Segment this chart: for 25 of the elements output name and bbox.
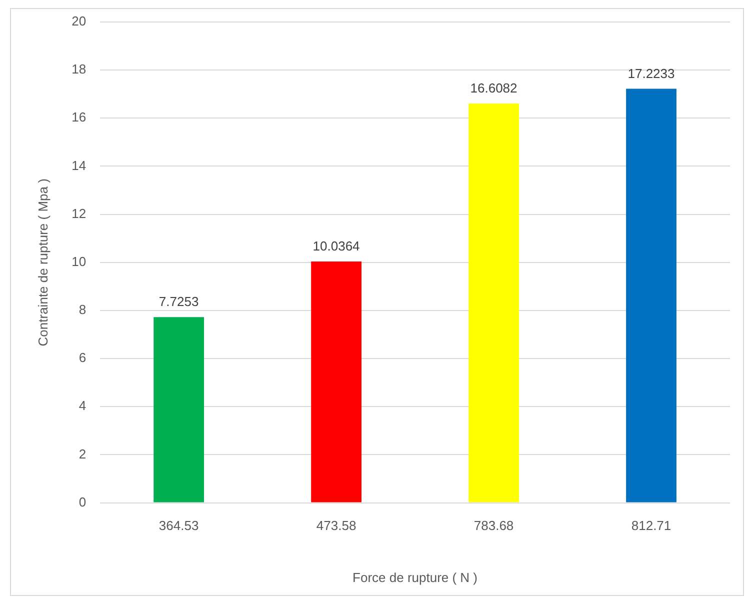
- x-tick-label: 812.71: [631, 518, 672, 534]
- bar: [154, 317, 204, 502]
- data-label: 17.2233: [628, 66, 675, 81]
- x-axis-title: Force de rupture ( N ): [352, 570, 478, 585]
- bar: [626, 88, 676, 502]
- y-tick-label: 8: [78, 302, 86, 318]
- x-tick-label: 473.58: [316, 518, 356, 534]
- y-tick-label: 12: [72, 206, 86, 221]
- y-tick-label: 2: [78, 446, 86, 462]
- x-tick-label: 364.53: [158, 518, 199, 534]
- y-tick-label: 4: [78, 398, 86, 414]
- data-label: 16.6082: [470, 80, 518, 96]
- data-label: 7.7253: [158, 294, 199, 310]
- y-tick-label: 14: [72, 158, 86, 173]
- bar: [311, 262, 362, 502]
- y-tick-label: 20: [72, 14, 86, 29]
- y-axis-title: Contrainte de rupture ( Mpa ): [35, 178, 50, 346]
- y-tick-label: 10: [72, 254, 86, 269]
- bar: [468, 104, 519, 502]
- y-tick-label: 0: [78, 494, 86, 510]
- x-tick-label: 783.68: [474, 518, 514, 534]
- data-label: 10.0364: [312, 238, 360, 254]
- y-tick-label: 6: [78, 350, 86, 366]
- y-tick-label: 18: [72, 62, 86, 77]
- y-tick-label: 16: [72, 110, 86, 125]
